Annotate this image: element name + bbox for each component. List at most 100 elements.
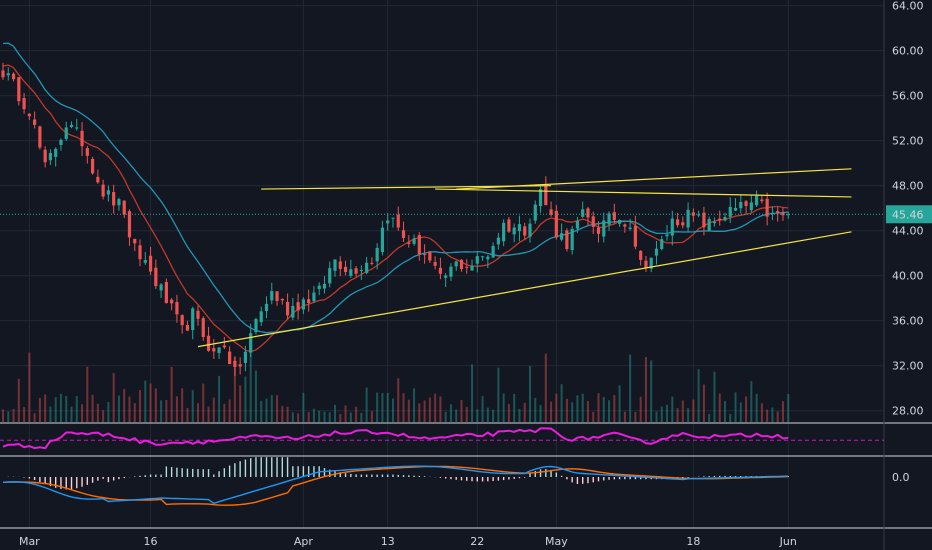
candle-body: [528, 223, 532, 237]
candle-body: [486, 256, 490, 260]
volume-bar: [502, 393, 505, 422]
price-tick-label: 44.00: [892, 225, 924, 238]
volume-bar: [771, 407, 774, 422]
price-tick-label: 36.00: [892, 315, 924, 328]
volume-bar: [550, 401, 553, 422]
candle-body: [733, 207, 738, 211]
candle-body: [64, 127, 68, 139]
volume-bar: [418, 403, 421, 422]
volume-bar: [191, 390, 194, 422]
candle-body: [654, 248, 659, 256]
candle-body: [575, 220, 580, 229]
volume-bar: [650, 360, 653, 422]
volume-bar: [65, 395, 68, 422]
volume-bar: [107, 402, 110, 422]
candle-body: [760, 199, 764, 202]
candle-body: [544, 185, 548, 206]
volume-bar: [560, 384, 563, 422]
candle-body: [523, 226, 527, 236]
volume-bar: [344, 405, 347, 422]
candle-body: [185, 325, 190, 331]
volume-bar: [196, 403, 199, 422]
volume-bar: [449, 404, 452, 422]
volume-bar: [307, 412, 310, 422]
volume-bar: [434, 393, 437, 422]
volume-bar: [28, 352, 31, 422]
candle-body: [33, 119, 37, 125]
candle-body: [444, 275, 448, 278]
time-tick-label: 22: [470, 535, 484, 548]
volume-bar: [481, 395, 484, 422]
candle-body: [749, 202, 753, 211]
price-axis[interactable]: 64.00 60.00 56.00 52.00 48.00 44.00 40.00 36.00…: [892, 0, 924, 418]
candle-body: [85, 148, 89, 156]
volume-bar: [723, 401, 726, 422]
volume-bar: [639, 396, 642, 422]
candle-body: [349, 269, 353, 276]
candle-body: [644, 260, 648, 269]
candle-body: [396, 214, 400, 228]
volume-bar: [776, 411, 779, 422]
candle-body: [670, 218, 674, 236]
volume-bar: [44, 394, 47, 422]
candle-body: [285, 301, 290, 316]
volume-bar: [634, 412, 637, 422]
candle-body: [170, 299, 174, 304]
candle-body: [280, 298, 284, 301]
volume-bar: [270, 395, 273, 422]
candle-body: [80, 130, 84, 147]
candle-body: [433, 262, 437, 266]
candle-body: [212, 348, 216, 352]
candle-body: [517, 224, 522, 232]
volume-bar: [597, 393, 600, 422]
volume-bar: [328, 412, 331, 422]
candle-body: [507, 219, 511, 232]
volume-bar: [623, 411, 626, 422]
volume-bar: [12, 408, 15, 422]
trendlines[interactable]: [197, 168, 852, 348]
volume-bar: [576, 395, 579, 422]
volume-bar: [355, 406, 358, 422]
volume-bar: [592, 411, 595, 422]
rsi-pane: [0, 427, 884, 450]
volume-bar: [349, 412, 352, 422]
volume-bar: [513, 393, 516, 422]
volume-bar: [102, 410, 105, 422]
volume-bar: [2, 409, 4, 422]
candle-body: [301, 299, 305, 310]
trendline[interactable]: [435, 188, 852, 198]
volume-bar: [49, 406, 52, 422]
time-axis[interactable]: Mar 16 Apr 13 22 May 18 Jun: [19, 535, 797, 548]
volume-bar: [170, 366, 173, 422]
candle-body: [175, 302, 179, 315]
trendline[interactable]: [197, 231, 852, 348]
trendline[interactable]: [456, 168, 852, 190]
price-tick-label: 60.00: [892, 45, 924, 58]
candle-body: [465, 266, 469, 268]
candle-body: [328, 268, 332, 284]
candle-body: [391, 217, 395, 219]
time-tick-label: 16: [144, 535, 158, 548]
candle-body: [675, 219, 680, 226]
candle-body: [96, 176, 100, 183]
candle-body: [101, 184, 105, 197]
volume-bar: [339, 413, 342, 422]
volume-bar: [644, 357, 647, 422]
candle-body: [59, 139, 63, 145]
candle-body: [744, 201, 748, 206]
volume-bar: [70, 406, 73, 422]
candle-body: [249, 333, 253, 353]
volume-bar: [523, 402, 526, 422]
volume-bar: [365, 387, 368, 422]
candle-body: [233, 360, 237, 367]
volume-bar: [618, 385, 621, 422]
candle-body: [470, 265, 474, 271]
volume-bar: [745, 396, 748, 422]
candle-body: [264, 303, 269, 312]
volume-bar: [397, 378, 400, 422]
candle-body: [143, 260, 147, 263]
candle-body: [570, 228, 574, 251]
volume-bar: [165, 399, 168, 422]
candle-body: [386, 220, 390, 224]
